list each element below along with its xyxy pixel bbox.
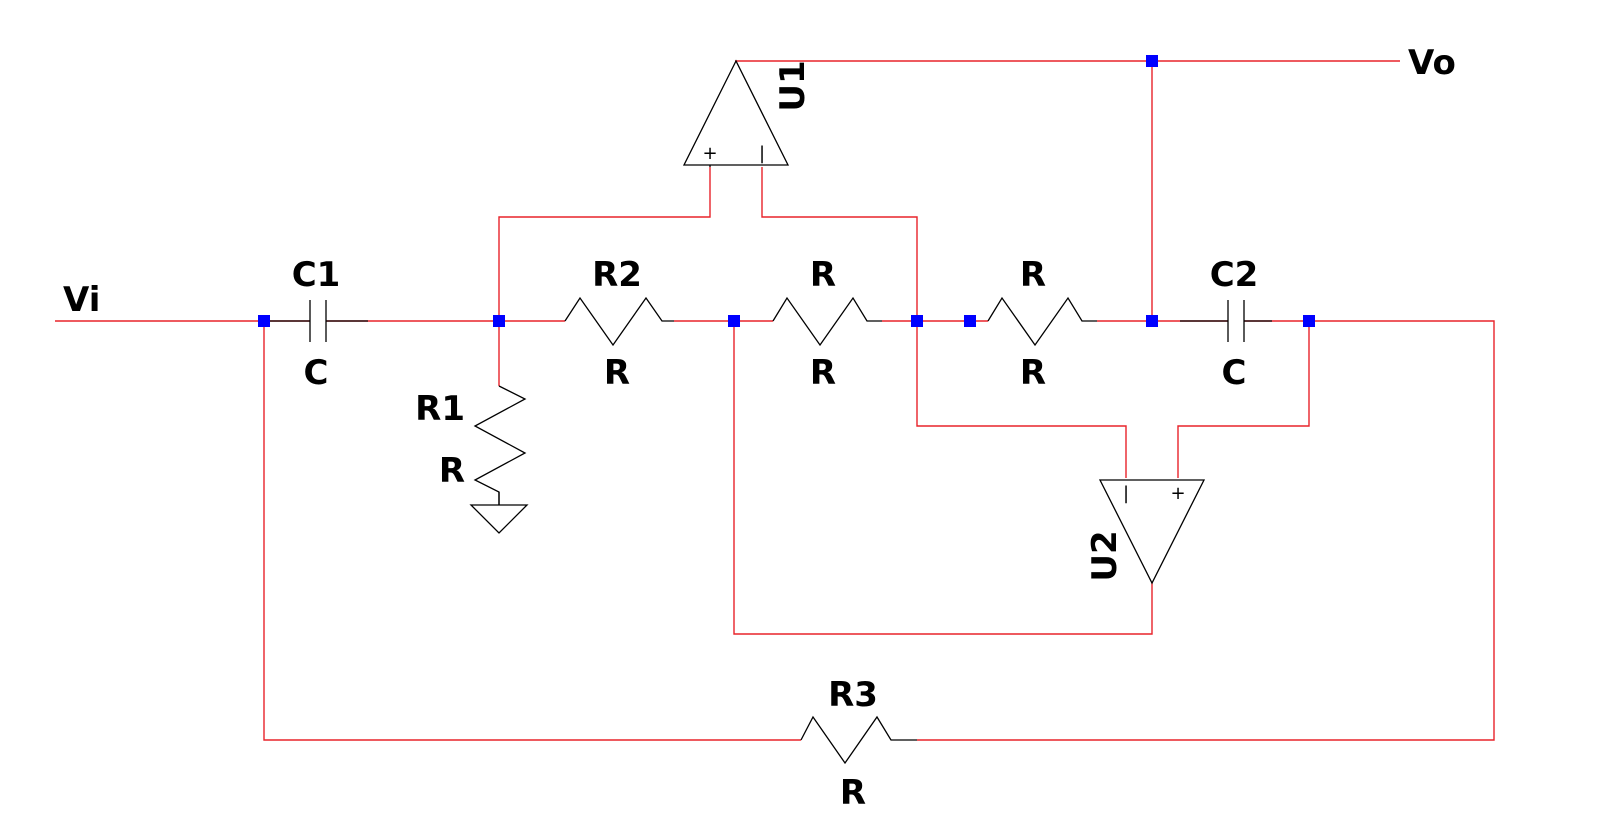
u2-name-label: U2 [1085,530,1125,581]
junction-node [728,315,740,327]
junction-node [1146,55,1158,67]
resistor-rb [772,296,882,347]
opamp-u2-plus-sign: + [1170,483,1185,504]
junction-node [964,315,976,327]
junction-node [258,315,270,327]
junction-node [493,315,505,327]
opamp-u2-minus-sign: | [1123,483,1129,504]
r2-value-label: R [604,353,630,393]
ra-name-label: R [1020,255,1046,295]
junction-nodes [258,55,1315,327]
capacitor-c2 [1180,300,1272,342]
resistor-ra [987,296,1097,347]
c1-name-label: C1 [292,255,341,295]
r1-name-label: R1 [415,389,465,429]
capacitor-c1 [264,300,368,342]
resistor-r2 [564,296,674,347]
c2-name-label: C2 [1210,255,1259,295]
rb-value-label: R [810,353,836,393]
wire-u2-plus [1177,321,1310,478]
opamp-u1 [682,59,790,166]
junction-node [911,315,923,327]
opamp-u1-plus-sign: + [702,143,717,164]
u1-name-label: U1 [773,60,813,111]
r3-value-label: R [840,773,866,813]
ground-symbol [469,492,529,534]
ra-value-label: R [1020,353,1046,393]
c2-value-label: C [1222,353,1247,393]
wire-u2-minus [916,321,1127,478]
wire-u1-plus [498,167,711,321]
wire-u2-output [733,321,1153,635]
junction-node [1303,315,1315,327]
opamp-u2 [1098,479,1206,585]
rb-name-label: R [810,255,836,295]
junction-node [1146,315,1158,327]
r2-name-label: R2 [592,255,642,295]
r1-value-label: R [439,451,465,491]
resistor-r3 [800,715,917,765]
opamp-u1-minus-sign: | [759,143,765,164]
wire-u1-minus [761,167,918,321]
output-port-label: Vo [1408,43,1456,83]
wires [55,60,1495,741]
input-port-label: Vi [63,280,100,320]
resistor-r1 [473,385,527,505]
wire-c2-to-r3-loop [917,320,1495,741]
r3-name-label: R3 [828,675,878,715]
wire-r3-to-input [263,321,801,741]
c1-value-label: C [304,353,329,393]
